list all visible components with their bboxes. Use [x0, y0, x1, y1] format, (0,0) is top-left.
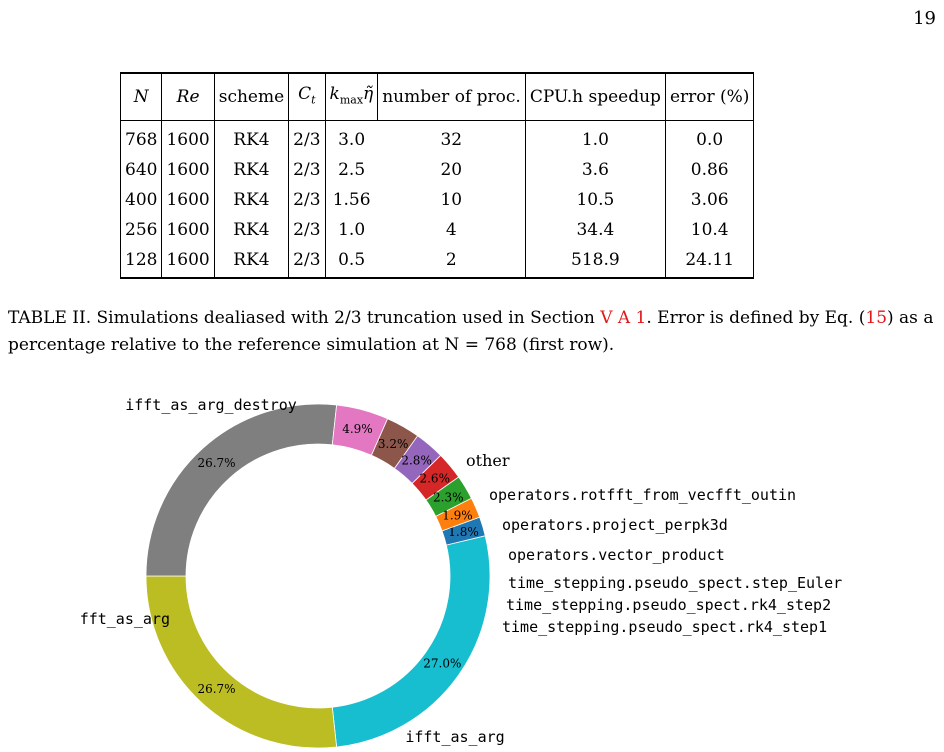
cell-kmax: 3.0 — [338, 130, 366, 151]
header-re: Re — [161, 73, 215, 122]
cell-n: 640 — [119, 155, 163, 186]
header-cpu-speedup: CPU.h speedup — [525, 73, 666, 122]
cell-n: 256 — [119, 215, 163, 246]
slice-percent-label: 4.9% — [342, 422, 373, 436]
table-caption: TABLE II. Simulations dealiased with 2/3… — [8, 305, 936, 359]
slice-percent-label: 2.6% — [419, 472, 450, 486]
cell-ct: 2/3 — [288, 245, 326, 279]
slice-name-label: ifft_as_arg — [405, 728, 504, 746]
cell-ct: 2/3 — [288, 155, 326, 186]
cell-scheme: RK4 — [233, 190, 270, 211]
cell-re: 1600 — [161, 215, 215, 246]
slice-ifft-as-arg — [331, 535, 491, 748]
table-row: 768 1600 RK4 2/3 3.0 32 1.0 0.0 — [119, 120, 755, 156]
cell-n: 400 — [119, 185, 163, 216]
slice-name-label: time_stepping.pseudo_spect.rk4_step1 — [502, 618, 827, 636]
cell-proc: 10 — [440, 190, 463, 211]
cell-error: 3.06 — [665, 185, 755, 216]
cell-kmax: 1.56 — [332, 190, 371, 211]
slice-time-stepping-pseudo-spect-rk4-step2 — [435, 497, 481, 532]
slice-percent-label: 2.3% — [433, 491, 464, 505]
cell-kmax: 2.5 — [338, 160, 366, 181]
cell-scheme: RK4 — [233, 250, 270, 271]
cell-re: 1600 — [161, 120, 215, 156]
cell-speedup: 518.9 — [524, 245, 666, 279]
table-row: 400 1600 RK4 2/3 1.56 10 10.5 3.06 — [119, 185, 755, 216]
caption-text: TABLE II. Simulations dealiased with 2/3… — [8, 308, 601, 328]
slice-name-label: time_stepping.pseudo_spect.rk4_step2 — [506, 596, 831, 614]
header-kmax-eta: kmaxη̃ — [325, 73, 379, 122]
slice-name-label: ifft_as_arg_destroy — [125, 396, 297, 414]
slice-percent-label: 26.7% — [197, 682, 235, 696]
cell-ct: 2/3 — [288, 120, 326, 156]
slice-name-label: other — [466, 451, 510, 470]
equation-link[interactable]: 15 — [865, 308, 888, 328]
header-number-of-proc: number of proc. — [377, 73, 526, 122]
slice-percent-label: 27.0% — [423, 656, 461, 670]
cell-re: 1600 — [161, 245, 215, 279]
caption-text: ) as a percentage relative to the refere… — [8, 308, 934, 355]
cell-scheme: RK4 — [233, 160, 270, 181]
section-link[interactable]: V A 1 — [600, 308, 647, 328]
cell-error: 24.11 — [665, 245, 755, 279]
cell-ct: 2/3 — [288, 185, 326, 216]
cell-kmax: 1.0 — [338, 220, 366, 241]
cell-scheme: RK4 — [233, 220, 270, 241]
page-number: 19 — [913, 8, 936, 29]
slice-percent-label: 2.8% — [401, 453, 432, 467]
cell-scheme: RK4 — [233, 130, 270, 151]
cell-error: 10.4 — [665, 215, 755, 246]
cell-error: 0.0 — [665, 120, 755, 156]
slice-percent-label: 3.2% — [378, 437, 409, 451]
cell-proc: 32 — [440, 130, 463, 151]
cell-proc: 2 — [445, 250, 457, 271]
slice-percent-label: 26.7% — [197, 456, 235, 470]
header-scheme: scheme — [214, 73, 290, 122]
slice-name-label: time_stepping.pseudo_spect.step_Euler — [508, 574, 842, 592]
caption-text: . Error is defined by Eq. ( — [646, 308, 866, 328]
cell-proc: 20 — [440, 160, 463, 181]
cell-speedup: 34.4 — [524, 215, 666, 246]
results-table: N Re scheme Ct kmaxη̃ number of proc. CP… — [119, 72, 755, 280]
cell-proc: 4 — [445, 220, 457, 241]
cell-speedup: 3.6 — [524, 155, 666, 186]
cell-re: 1600 — [161, 185, 215, 216]
slice-percent-label: 1.9% — [442, 509, 473, 523]
table-row: 128 1600 RK4 2/3 0.5 2 518.9 24.11 — [119, 245, 755, 279]
results-table-container: N Re scheme Ct kmaxη̃ number of proc. CP… — [119, 72, 755, 280]
slice-name-label: operators.rotfft_from_vecfft_outin — [489, 486, 796, 504]
header-error: error (%) — [665, 73, 755, 122]
slice-fft-as-arg — [145, 575, 338, 749]
table-row: 640 1600 RK4 2/3 2.5 20 3.6 0.86 — [119, 155, 755, 186]
cell-speedup: 1.0 — [524, 120, 666, 156]
slice-ifft-as-arg-destroy — [145, 403, 338, 577]
table-header-row: N Re scheme Ct kmaxη̃ number of proc. CP… — [119, 73, 755, 122]
cell-error: 0.86 — [665, 155, 755, 186]
cell-kmax: 0.5 — [338, 250, 366, 271]
header-ct: Ct — [288, 73, 326, 122]
header-n: N — [119, 73, 163, 122]
slice-name-label: operators.vector_product — [508, 546, 725, 564]
table-row: 256 1600 RK4 2/3 1.0 4 34.4 10.4 — [119, 215, 755, 246]
slice-percent-label: 1.8% — [448, 525, 479, 539]
cell-speedup: 10.5 — [524, 185, 666, 216]
slice-name-label: operators.project_perpk3d — [502, 516, 728, 534]
cell-re: 1600 — [161, 155, 215, 186]
cell-ct: 2/3 — [288, 215, 326, 246]
profile-donut-chart: 1.8% time_stepping.pseudo_spect.rk4_step1… — [80, 396, 842, 749]
slice-name-label: fft_as_arg — [80, 610, 170, 628]
cell-n: 128 — [119, 245, 163, 279]
cell-n: 768 — [119, 120, 163, 156]
